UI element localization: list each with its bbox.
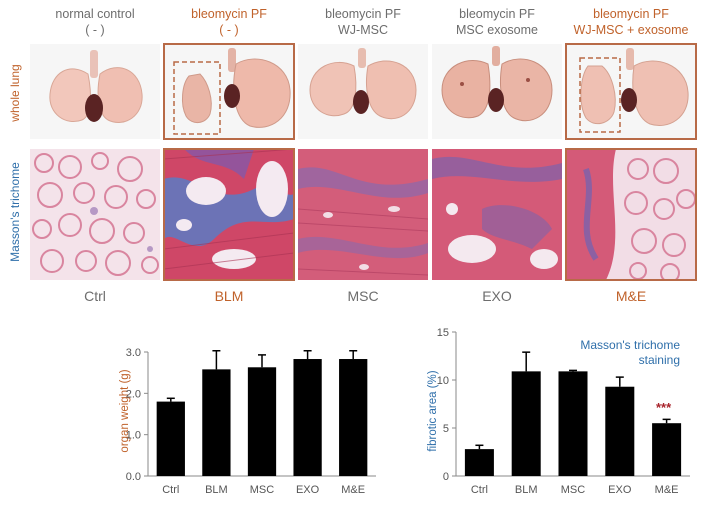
- column-header-line2: WJ-MSC + exosome: [573, 23, 689, 37]
- lung-photo-blm: [163, 43, 295, 140]
- column-footer-msc: MSC: [347, 288, 379, 304]
- bar-ctrl: [156, 401, 185, 476]
- bar-msc: [247, 367, 277, 476]
- y-tick-label: 3.0: [126, 347, 141, 359]
- column-header-line2: MSC exosome: [456, 23, 538, 37]
- column-header-msc: bleomycin PF WJ-MSC: [298, 6, 428, 38]
- y-tick-label: 10: [437, 375, 449, 387]
- organ-weight-chart: 0.0 1.0 2.0 3.0 Ctrl BLM MSC EXO M&E: [126, 347, 376, 496]
- column-header-line1: bleomycin PF: [191, 7, 267, 21]
- x-tick-label: EXO: [296, 484, 320, 496]
- x-tick-label: EXO: [608, 484, 632, 496]
- column-footer-blm: BLM: [214, 288, 244, 304]
- lung-photo-msc: [298, 44, 428, 139]
- column-header-line2: ( - ): [85, 23, 105, 37]
- column-footer-ctrl: Ctrl: [84, 288, 106, 304]
- row-label-masson: Masson's trichome: [8, 149, 22, 275]
- row-label-whole-lung: whole lung: [8, 64, 22, 122]
- histology-ctrl: [30, 149, 160, 280]
- y-tick-label: 0.0: [126, 471, 141, 483]
- bar-exo: [293, 359, 322, 476]
- y-tick-label: 5: [443, 423, 449, 435]
- histology-exo: [432, 149, 562, 280]
- column-header-line1: bleomycin PF: [325, 7, 401, 21]
- column-header-line2: WJ-MSC: [338, 23, 388, 37]
- lung-photo-me: [565, 43, 697, 140]
- column-header-exo: bleomycin PF MSC exosome: [432, 6, 562, 38]
- bar-me: [652, 423, 682, 476]
- x-tick-label: M&E: [341, 484, 365, 496]
- y-tick-label: 0: [443, 471, 449, 483]
- histology-msc: [298, 149, 428, 280]
- column-footer-me: M&E: [615, 288, 647, 304]
- fibrotic-area-chart: 0 5 10 15 Ctrl BLM MSC EXO M&E: [437, 327, 690, 496]
- x-tick-label: Ctrl: [471, 484, 488, 496]
- bar-ctrl: [464, 449, 494, 476]
- y-tick-label: 2.0: [126, 388, 141, 400]
- y-tick-label: 1.0: [126, 430, 141, 442]
- column-header-line1: normal control: [55, 7, 135, 21]
- x-tick-label: MSC: [250, 484, 275, 496]
- row-label-masson-text: Masson's trichome: [8, 162, 22, 262]
- column-header-blm: bleomycin PF ( - ): [164, 6, 294, 38]
- histology-me: [565, 148, 697, 281]
- bar-msc: [558, 371, 588, 476]
- column-header-ctrl: normal control ( - ): [30, 6, 160, 38]
- lung-photo-exo: [432, 44, 562, 139]
- lung-photo-ctrl: [30, 44, 160, 139]
- x-tick-label: BLM: [515, 484, 538, 496]
- x-tick-label: MSC: [561, 484, 586, 496]
- chart2-legend-line1: Masson's trichome: [580, 338, 680, 352]
- significance-stars: ***: [656, 400, 672, 415]
- y-tick-label: 15: [437, 327, 449, 339]
- column-header-me: bleomycin PF WJ-MSC + exosome: [566, 6, 696, 38]
- bar-blm: [202, 369, 231, 476]
- bar-exo: [605, 386, 635, 476]
- column-footer-exo: EXO: [482, 288, 512, 304]
- chart2-legend-line2: staining: [638, 353, 680, 367]
- x-tick-label: M&E: [655, 484, 679, 496]
- column-header-line1: bleomycin PF: [593, 7, 669, 21]
- chart2-legend: Masson's trichome staining: [540, 338, 680, 368]
- x-tick-label: BLM: [205, 484, 228, 496]
- column-header-line2: ( - ): [219, 23, 239, 37]
- column-header-line1: bleomycin PF: [459, 7, 535, 21]
- histology-blm: [163, 148, 295, 281]
- bar-blm: [511, 371, 541, 476]
- x-tick-label: Ctrl: [162, 484, 179, 496]
- bar-me: [339, 359, 368, 476]
